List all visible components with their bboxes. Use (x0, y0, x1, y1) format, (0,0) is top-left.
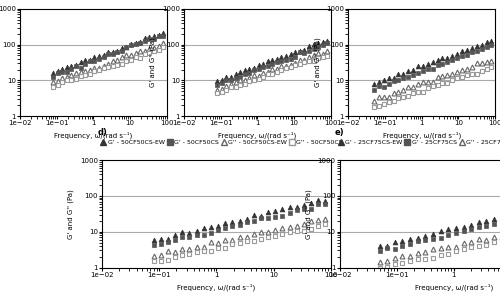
X-axis label: Frequency, ω/(rad s⁻¹): Frequency, ω/(rad s⁻¹) (178, 283, 256, 291)
X-axis label: Frequency, ω/(rad s⁻¹): Frequency, ω/(rad s⁻¹) (54, 132, 132, 139)
Y-axis label: G' and G'' (Pa): G' and G'' (Pa) (150, 38, 156, 87)
Y-axis label: G' and G'' (Pa): G' and G'' (Pa) (68, 189, 74, 239)
Legend: G' - 50CF50CS-EW, G' - 50CF50CS, G'' - 50CF50CS-EW, G'' - 50CF50CS: G' - 50CF50CS-EW, G' - 50CF50CS, G'' - 5… (100, 140, 343, 145)
X-axis label: Frequency, ω/(rad s⁻¹): Frequency, ω/(rad s⁻¹) (218, 132, 296, 139)
Text: d): d) (98, 128, 108, 137)
Y-axis label: G' and G'' (Pa): G' and G'' (Pa) (306, 189, 312, 239)
Text: e): e) (335, 128, 344, 137)
Legend: G' - 25CF75CS-EW, G' - 25CF75CS, G'' - 25CF75CS-EW, G'' - 25CF75CS: G' - 25CF75CS-EW, G' - 25CF75CS, G'' - 2… (338, 140, 500, 145)
X-axis label: Frequency, ω/(rad s⁻¹): Frequency, ω/(rad s⁻¹) (415, 283, 493, 291)
Y-axis label: G' and G'' (Pa): G' and G'' (Pa) (314, 38, 320, 87)
X-axis label: Frequency, ω/(rad s⁻¹): Frequency, ω/(rad s⁻¹) (382, 132, 461, 139)
